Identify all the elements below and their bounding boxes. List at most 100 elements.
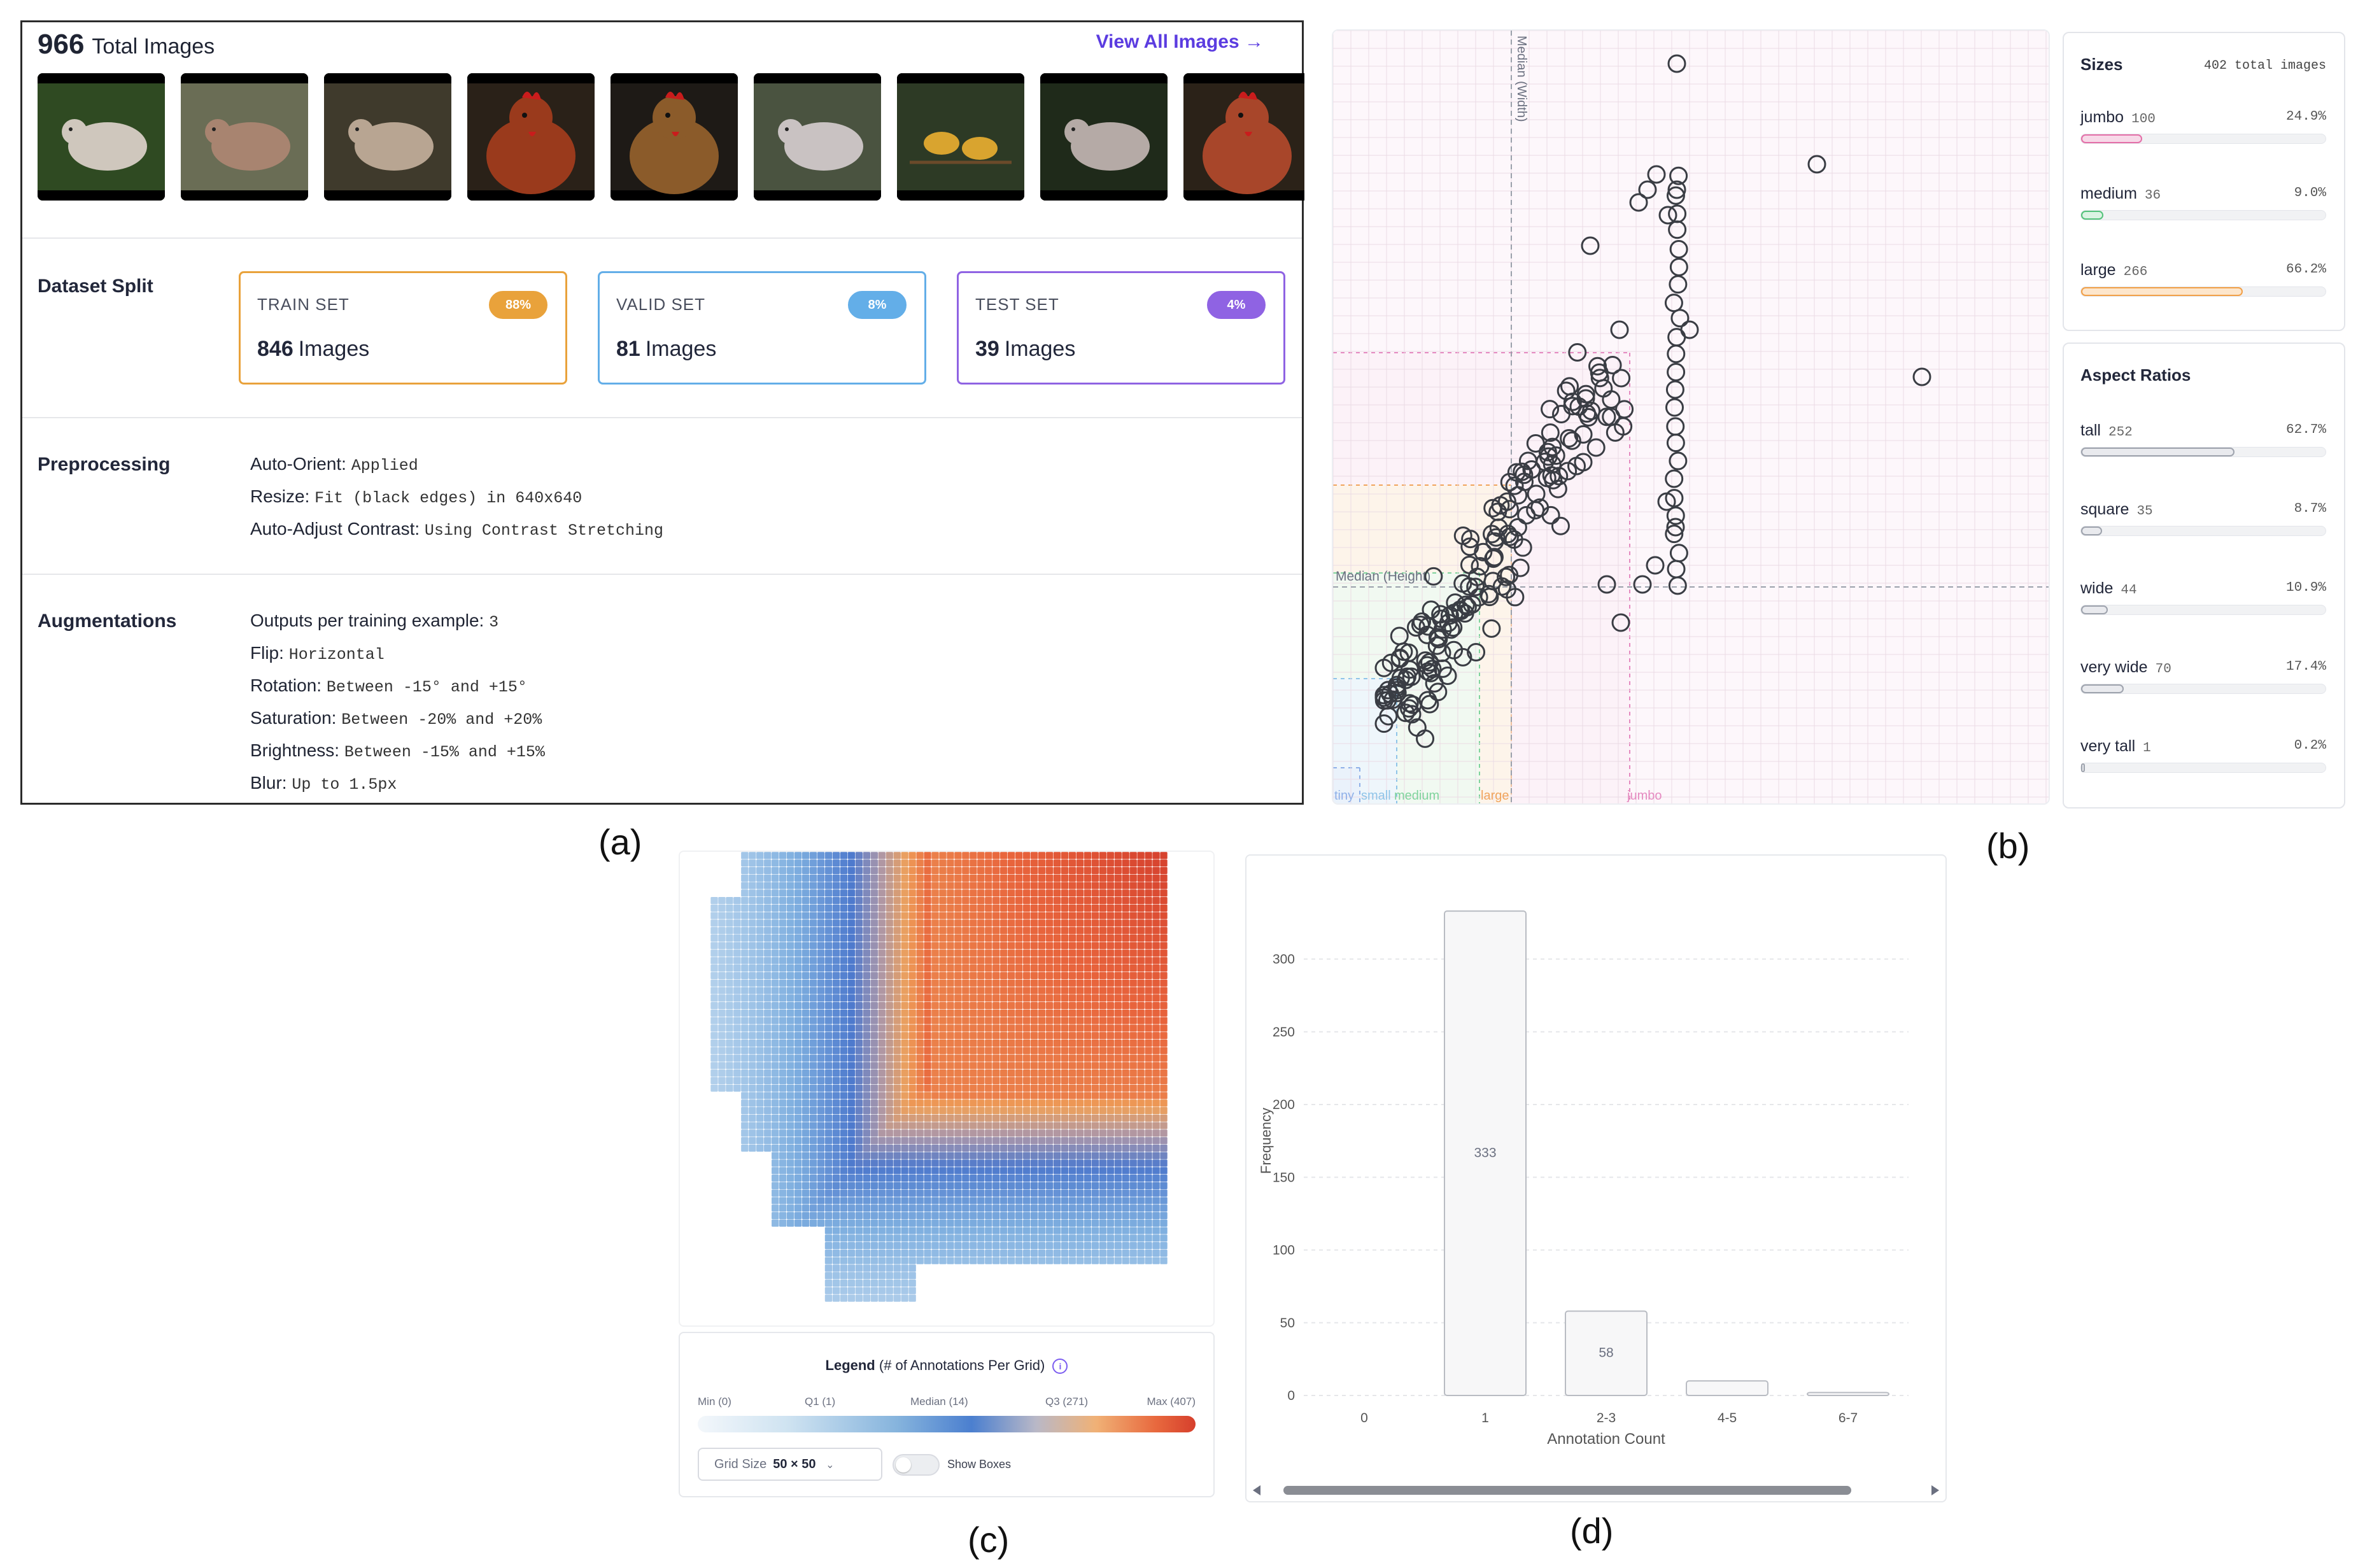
heatmap-cell xyxy=(962,1009,970,1017)
heatmap-cell xyxy=(1045,987,1054,994)
heatmap-cell xyxy=(1045,1249,1054,1257)
thumbnail-image[interactable] xyxy=(1040,73,1168,201)
heatmap-cell xyxy=(916,882,924,889)
y-axis-label: Frequency xyxy=(1258,1108,1274,1174)
stat-row[interactable]: large 266 66.2% xyxy=(2080,261,2326,306)
stat-row[interactable]: tall 252 62.7% xyxy=(2080,421,2326,466)
thumbnail-image[interactable] xyxy=(1183,73,1304,201)
heatmap-cell xyxy=(1160,1017,1168,1024)
train-set-card[interactable]: TRAIN SET 88% 846 Images xyxy=(239,271,567,385)
grid-size-select[interactable]: Grid Size 50 × 50 ⌄ xyxy=(698,1448,882,1481)
heatmap-cell xyxy=(870,1242,878,1250)
thumbnail-image[interactable] xyxy=(181,73,308,201)
stat-row[interactable]: jumbo 100 24.9% xyxy=(2080,108,2326,153)
heatmap-cell xyxy=(1106,1137,1114,1145)
test-set-card[interactable]: TEST SET 4% 39 Images xyxy=(957,271,1285,385)
thumbnail-image[interactable] xyxy=(611,73,738,201)
thumbnail-image[interactable] xyxy=(897,73,1024,201)
heatmap-cell xyxy=(1084,1167,1092,1175)
stat-row[interactable]: very wide 70 17.4% xyxy=(2080,658,2326,703)
heatmap-cell xyxy=(1137,1114,1145,1122)
heatmap-cell xyxy=(1030,852,1038,859)
heatmap-cell xyxy=(901,1106,908,1115)
heatmap-cell xyxy=(1022,1001,1031,1010)
heatmap-cell xyxy=(954,882,962,889)
thumbnail-image[interactable] xyxy=(38,73,165,201)
heatmap-cell xyxy=(779,889,787,897)
heatmap-cell xyxy=(901,1287,908,1294)
heatmap-cell xyxy=(855,1219,863,1227)
scroll-right-arrow-icon[interactable] xyxy=(1931,1485,1939,1495)
heatmap-cell xyxy=(1145,987,1152,994)
heatmap-cell xyxy=(1076,912,1084,919)
heatmap-cell xyxy=(1152,889,1160,897)
heatmap-cell xyxy=(916,1054,924,1062)
heatmap-cell xyxy=(1030,1024,1038,1032)
stat-row[interactable]: medium 36 9.0% xyxy=(2080,185,2326,229)
heatmap-cell xyxy=(801,919,810,927)
heatmap-cell xyxy=(801,1070,810,1077)
heatmap-cell xyxy=(779,1219,787,1227)
heatmap-cell xyxy=(794,949,802,957)
heatmap-cell xyxy=(1114,1032,1122,1040)
heatmap-cell xyxy=(962,1227,970,1234)
heatmap-cell xyxy=(832,964,840,972)
thumbnail-image[interactable] xyxy=(324,73,451,201)
heatmap-cell xyxy=(779,1106,787,1115)
heatmap-cell xyxy=(840,1197,848,1204)
heatmap-cell xyxy=(1122,1249,1129,1257)
heatmap-cell xyxy=(794,919,802,927)
stat-row[interactable]: very tall 1 0.2% xyxy=(2080,737,2326,782)
horizontal-scrollbar-thumb[interactable] xyxy=(1283,1486,1851,1495)
stat-row-bar-fill xyxy=(2081,134,2142,143)
heatmap-cell xyxy=(847,1070,856,1077)
heatmap-cell xyxy=(1076,1114,1084,1122)
heatmap-cell xyxy=(786,1099,794,1107)
scroll-left-arrow-icon[interactable] xyxy=(1253,1485,1260,1495)
heatmap-cell xyxy=(1030,919,1038,927)
heatmap-cell xyxy=(992,866,1000,875)
heatmap-cell xyxy=(1084,1234,1092,1242)
heatmap-cell xyxy=(886,897,893,905)
heatmap-cell xyxy=(931,1234,939,1242)
heatmap-cell xyxy=(824,1159,833,1167)
heatmap-cell xyxy=(764,949,772,957)
heatmap-cell xyxy=(772,1122,779,1129)
heatmap-cell xyxy=(832,1249,840,1257)
heatmap-cell xyxy=(1045,866,1054,875)
heatmap-cell xyxy=(863,889,870,897)
view-all-images-link[interactable]: View All Images → xyxy=(1096,31,1264,52)
heatmap-cell xyxy=(1129,1129,1137,1137)
heatmap-cell xyxy=(886,1077,893,1084)
heatmap-cell xyxy=(931,1084,939,1092)
heatmap-cell xyxy=(1152,1242,1160,1250)
thumbnail-image[interactable] xyxy=(467,73,595,201)
thumbnail-image[interactable] xyxy=(754,73,881,201)
heatmap-cell xyxy=(878,874,886,882)
heatmap-cell xyxy=(786,1062,794,1070)
heatmap-cell xyxy=(1099,1242,1106,1250)
heatmap-cell xyxy=(1106,1024,1114,1032)
heatmap-cell xyxy=(916,852,924,859)
stat-row[interactable]: square 35 8.7% xyxy=(2080,500,2326,545)
heatmap-cell xyxy=(878,1122,886,1129)
heatmap-cell xyxy=(1076,882,1084,889)
show-boxes-toggle[interactable] xyxy=(893,1454,940,1476)
heatmap-cell xyxy=(977,949,985,957)
scatter-point xyxy=(1399,699,1418,718)
heatmap-cell xyxy=(847,1017,856,1024)
info-icon[interactable]: i xyxy=(1052,1359,1068,1374)
heatmap-cell xyxy=(954,1032,962,1040)
heatmap-cell xyxy=(1008,971,1015,980)
heatmap-cell xyxy=(970,874,977,882)
heatmap-cell xyxy=(764,957,772,964)
valid-set-card[interactable]: VALID SET 8% 81 Images xyxy=(598,271,926,385)
heatmap-cell xyxy=(886,1001,893,1010)
heatmap-cell xyxy=(1160,927,1168,935)
heatmap-cell xyxy=(718,897,726,905)
size-zone-label: medium xyxy=(1394,789,1439,803)
heatmap-cell xyxy=(1076,1242,1084,1250)
stat-row[interactable]: wide 44 10.9% xyxy=(2080,579,2326,624)
heatmap-cell xyxy=(1099,1144,1106,1152)
